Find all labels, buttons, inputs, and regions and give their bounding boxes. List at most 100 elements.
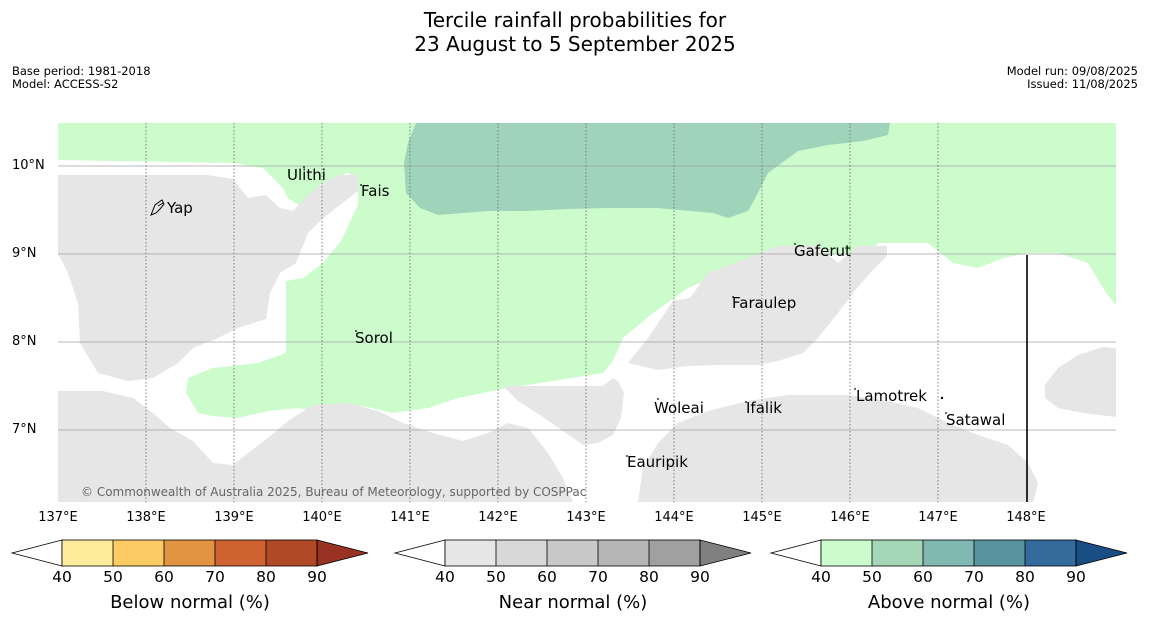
label-fais: Fais [361, 182, 390, 200]
near-normal-region-west [58, 175, 358, 381]
near-tick-60: 60 [537, 568, 557, 586]
lon-label-140e: 140°E [302, 510, 342, 525]
above-cb-40-50 [821, 540, 872, 566]
lon-label-148e: 148°E [1006, 510, 1046, 525]
above-tick-50: 50 [862, 568, 882, 586]
below-normal-title: Below normal (%) [110, 592, 270, 613]
label-lamotrek: Lamotrek [856, 387, 927, 405]
lon-label-142e: 142°E [478, 510, 518, 525]
model-name: Model: ACCESS-S2 [12, 77, 119, 91]
below-cb-outline [61, 539, 318, 567]
above-tick-90: 90 [1066, 568, 1086, 586]
near-cb-high-arrow [699, 539, 752, 567]
below-cb-60-70 [164, 540, 215, 566]
title-line-1: Tercile rainfall probabilities for [423, 8, 727, 32]
lon-label-146e: 146°E [830, 510, 870, 525]
near-normal-region-east [628, 246, 887, 370]
faraulep-marker [732, 296, 734, 298]
lat-label-9n: 9°N [12, 246, 37, 261]
model-run: Model run: 09/08/2025 [1006, 64, 1138, 78]
above-tick-80: 80 [1015, 568, 1035, 586]
map-title: Tercile rainfall probabilities for 23 Au… [0, 8, 1150, 56]
below-cb-low-arrow [10, 539, 63, 567]
near-cb-80-90 [649, 540, 700, 566]
lat-label-7n: 7°N [12, 422, 37, 437]
colorbar-below-normal [10, 539, 369, 567]
near-cb-frame [444, 539, 701, 567]
below-cb-80-90 [266, 540, 317, 566]
above-cb-80-90 [1025, 540, 1076, 566]
near-tick-80: 80 [639, 568, 659, 586]
lon-label-137e: 137°E [38, 510, 78, 525]
near-cb-70-80 [598, 540, 649, 566]
below-cb-70-80 [215, 540, 266, 566]
below-cb-40-50 [62, 540, 113, 566]
below-tick-40: 40 [52, 568, 72, 586]
lon-label-144e: 144°E [654, 510, 694, 525]
fais-marker [360, 184, 362, 186]
satawal-marker [945, 412, 947, 414]
below-cb-frame [61, 539, 318, 567]
issued-date: Issued: 11/08/2025 [1027, 77, 1138, 91]
near-cb-60-70 [547, 540, 598, 566]
near-cb-50-60 [496, 540, 547, 566]
above-cb-outline [820, 539, 1077, 567]
below-cb-high-arrow [316, 539, 369, 567]
above-cb-high-arrow [1075, 539, 1128, 567]
rainfall-map: Ulithi Fais Yap Gaferut Faraulep Sorol W… [58, 123, 1116, 502]
label-eauripik: Eauripik [627, 453, 688, 471]
above-cb-low-arrow [769, 539, 822, 567]
near-cb-low-arrow [393, 539, 446, 567]
yap-island-detail [157, 202, 164, 207]
lat-label-8n: 8°N [12, 334, 37, 349]
label-sorol: Sorol [355, 329, 393, 347]
near-tick-50: 50 [486, 568, 506, 586]
below-tick-80: 80 [256, 568, 276, 586]
above-tick-40: 40 [811, 568, 831, 586]
lamotrek-marker [854, 388, 856, 390]
near-normal-region-central [503, 378, 624, 445]
copyright-notice: © Commonwealth of Australia 2025, Bureau… [81, 485, 586, 499]
longitude-gridlines [145, 123, 939, 502]
lon-label-145e: 145°E [742, 510, 782, 525]
below-cb-50-60 [113, 540, 164, 566]
near-tick-70: 70 [588, 568, 608, 586]
near-normal-region-far-east [1045, 347, 1116, 417]
label-woleai: Woleai [654, 399, 704, 417]
eauripik-marker [626, 455, 628, 457]
above-cb-70-80 [974, 540, 1025, 566]
colorbar-near-normal [393, 539, 752, 567]
near-tick-90: 90 [690, 568, 710, 586]
near-normal-blob-1 [188, 231, 231, 258]
near-normal-region-southwest [58, 391, 573, 502]
label-yap: Yap [166, 199, 193, 217]
below-tick-70: 70 [205, 568, 225, 586]
label-faraulep: Faraulep [732, 294, 796, 312]
above-cb-frame [820, 539, 1077, 567]
yap-island-shape [150, 199, 165, 216]
above-cb-60-70 [923, 540, 974, 566]
label-ulithi: Ulithi [287, 166, 326, 184]
sorol-marker [355, 330, 357, 332]
label-gaferut: Gaferut [794, 242, 851, 260]
title-line-2: 23 August to 5 September 2025 [414, 32, 736, 56]
island-markers [303, 166, 947, 457]
base-info: Base period: 1981-2018 Model: ACCESS-S2 [12, 65, 151, 91]
below-tick-60: 60 [154, 568, 174, 586]
below-tick-50: 50 [103, 568, 123, 586]
gaferut-marker [794, 243, 796, 245]
base-period: Base period: 1981-2018 [12, 64, 151, 78]
lon-label-138e: 138°E [126, 510, 166, 525]
above-tick-70: 70 [964, 568, 984, 586]
above-tick-60: 60 [913, 568, 933, 586]
lon-label-143e: 143°E [566, 510, 606, 525]
lamotrek-dot [940, 396, 944, 400]
above-normal-title: Above normal (%) [867, 592, 1031, 613]
colorbar-above-normal [769, 539, 1128, 567]
above-cb-50-60 [872, 540, 923, 566]
label-satawal: Satawal [946, 411, 1005, 429]
lat-label-10n: 10°N [12, 158, 45, 173]
above-normal-50-region [58, 123, 1116, 418]
lon-label-141e: 141°E [390, 510, 430, 525]
ifalik-marker [745, 401, 747, 403]
